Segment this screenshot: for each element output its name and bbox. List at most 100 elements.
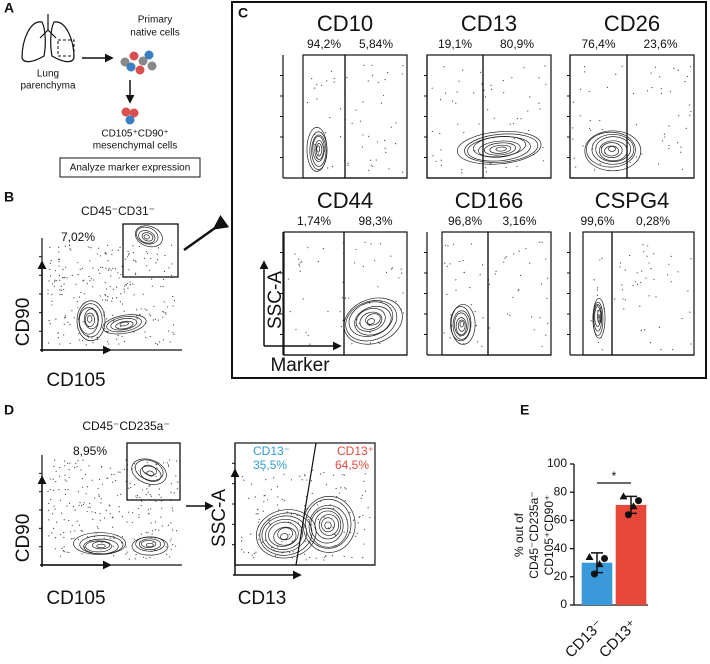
event-dot	[128, 558, 130, 560]
event-dot	[172, 331, 174, 334]
event-dot	[167, 306, 169, 308]
contour	[305, 498, 352, 549]
event-dot	[64, 465, 66, 467]
event-dot	[364, 241, 366, 243]
event-dot	[70, 249, 72, 251]
event-dot	[525, 248, 527, 250]
event-dot	[368, 169, 370, 172]
event-dot	[327, 167, 329, 169]
gate	[344, 54, 408, 179]
significance-label: *	[612, 469, 617, 483]
event-dot	[100, 502, 102, 504]
event-dot	[450, 314, 452, 316]
event-dot	[169, 459, 171, 461]
event-dot	[91, 511, 93, 513]
event-dot	[57, 337, 59, 339]
event-dot	[651, 87, 653, 89]
event-dot	[289, 311, 291, 313]
contour	[495, 146, 507, 152]
event-dot	[677, 69, 679, 71]
event-dot	[125, 553, 127, 555]
event-dot	[542, 146, 544, 149]
event-dot	[152, 319, 154, 321]
event-dot	[306, 101, 309, 104]
event-dot	[268, 523, 271, 525]
event-dot	[58, 258, 60, 260]
event-dot	[343, 474, 345, 476]
event-dot	[257, 508, 259, 511]
event-dot	[347, 162, 349, 164]
event-dot	[127, 287, 129, 289]
event-dot	[596, 287, 599, 289]
event-dot	[582, 145, 584, 147]
event-dot	[155, 500, 157, 502]
event-dot	[668, 148, 670, 150]
gate-label: 1,74%	[297, 214, 331, 228]
event-dot	[369, 516, 371, 519]
event-dot	[156, 343, 159, 346]
event-dot	[113, 474, 115, 476]
event-dot	[77, 538, 79, 540]
event-dot	[63, 317, 66, 319]
event-dot	[80, 469, 82, 471]
event-dot	[101, 483, 104, 486]
event-dot	[326, 80, 328, 82]
event-dot	[54, 279, 56, 281]
contour	[314, 510, 342, 540]
contour	[102, 314, 147, 335]
event-dot	[71, 274, 73, 277]
gate	[611, 231, 695, 356]
event-dot	[440, 164, 442, 167]
event-dot	[78, 332, 80, 335]
event-dot	[172, 544, 174, 546]
event-dot	[121, 542, 123, 544]
data-point	[595, 560, 604, 568]
event-dot	[281, 540, 283, 543]
contour	[472, 136, 526, 158]
event-dot	[541, 241, 543, 243]
event-dot	[444, 262, 446, 264]
event-dot	[121, 265, 123, 268]
event-dot	[55, 470, 57, 472]
event-dot	[64, 488, 66, 491]
contour	[256, 509, 317, 559]
event-dot	[112, 481, 114, 483]
event-dot	[323, 471, 325, 474]
event-dot	[48, 502, 50, 505]
contour	[86, 315, 93, 323]
event-dot	[382, 94, 385, 97]
event-dot	[624, 299, 626, 301]
event-dot	[449, 337, 451, 339]
event-dot	[152, 541, 154, 544]
event-dot	[349, 511, 351, 514]
x-axis-label: Marker	[270, 355, 330, 376]
event-dot	[488, 283, 491, 285]
event-dot	[78, 296, 81, 298]
event-dot	[316, 98, 318, 100]
event-dot	[145, 531, 147, 534]
event-dot	[134, 558, 136, 560]
event-dot	[53, 489, 55, 491]
event-dot	[161, 525, 163, 527]
event-dot	[547, 322, 549, 324]
event-dot	[91, 479, 93, 481]
event-dot	[86, 510, 88, 513]
y-axis-label: CD45⁻CD235a⁻	[527, 491, 541, 578]
event-dot	[322, 247, 324, 250]
event-dot	[590, 129, 592, 131]
event-dot	[48, 519, 50, 521]
event-dot	[619, 266, 621, 268]
event-dot	[248, 497, 250, 499]
event-dot	[621, 284, 623, 286]
event-dot	[73, 317, 75, 319]
event-dot	[117, 272, 119, 274]
event-dot	[112, 516, 114, 518]
event-dot	[304, 540, 307, 542]
event-dot	[661, 140, 664, 142]
event-dot	[527, 110, 529, 112]
event-dot	[111, 253, 113, 255]
event-dot	[463, 271, 465, 273]
event-dot	[49, 268, 51, 271]
event-dot	[669, 90, 672, 93]
event-dot	[126, 551, 128, 553]
